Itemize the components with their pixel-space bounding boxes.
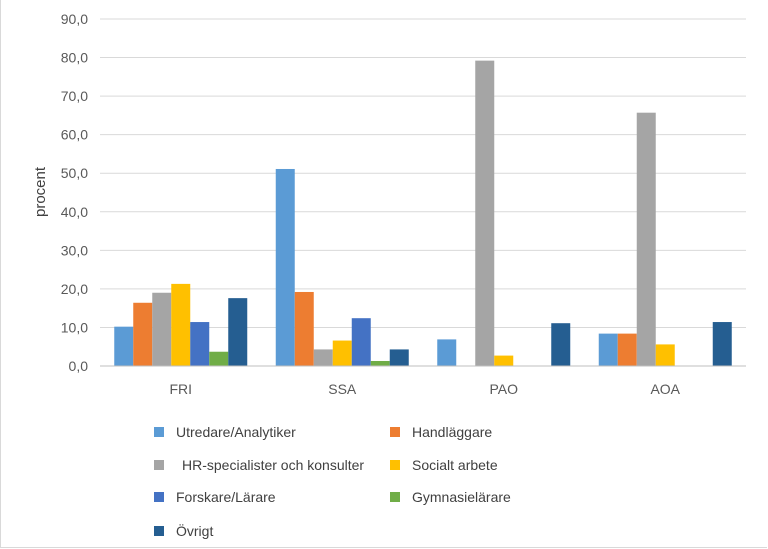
- legend-swatch: [390, 427, 400, 437]
- bar: [494, 355, 514, 366]
- legend-label: HR-specialister och konsulter: [182, 457, 364, 473]
- y-tick-label: 90,0: [61, 11, 88, 27]
- y-axis-ticks: 0,0 10,0 20,0 30,0 40,0 50,0 60,0 70,0 80,0 90,0: [61, 11, 88, 374]
- legend-swatch: [154, 427, 164, 437]
- y-tick-label: 70,0: [61, 88, 88, 104]
- bar: [209, 351, 229, 366]
- bar: [389, 349, 409, 366]
- x-tick-label: PAO: [489, 381, 518, 397]
- legend-swatch: [154, 460, 164, 470]
- bar: [437, 339, 457, 366]
- legend-label: Forskare/Lärare: [176, 489, 276, 505]
- bar: [475, 60, 495, 366]
- bar: [370, 360, 390, 366]
- bar: [712, 322, 732, 366]
- legend-label: Utredare/Analytiker: [176, 424, 296, 440]
- bar: [171, 283, 191, 366]
- x-tick-label: FRI: [169, 381, 192, 397]
- bar: [655, 344, 675, 366]
- legend-swatch: [154, 526, 164, 536]
- bar: [332, 340, 352, 366]
- y-tick-label: 50,0: [61, 165, 88, 181]
- bar: [598, 333, 618, 366]
- y-tick-label: 10,0: [61, 319, 88, 335]
- legend-label: Handläggare: [412, 424, 492, 440]
- y-axis-title: procent: [32, 166, 49, 217]
- x-axis-ticks: FRI SSA PAO AOA: [169, 381, 680, 397]
- y-tick-label: 30,0: [61, 242, 88, 258]
- legend-label: Övrigt: [176, 522, 213, 539]
- y-tick-label: 80,0: [61, 50, 88, 66]
- bar: [133, 302, 153, 366]
- y-tick-label: 0,0: [69, 358, 89, 374]
- bar: [351, 318, 371, 366]
- y-tick-label: 60,0: [61, 127, 88, 143]
- legend-swatch: [390, 460, 400, 470]
- legend-label: Socialt arbete: [412, 457, 498, 473]
- bar: [294, 291, 314, 366]
- bar: [551, 323, 571, 366]
- legend: Utredare/Analytiker Handläggare HR-special…: [154, 424, 511, 539]
- bar: [313, 349, 333, 366]
- legend-swatch: [390, 492, 400, 502]
- bar: [228, 298, 248, 366]
- bar: [275, 168, 295, 366]
- bar: [190, 322, 210, 366]
- legend-label: Gymnasielärare: [412, 489, 511, 505]
- bar: [152, 292, 172, 366]
- x-tick-label: SSA: [328, 381, 357, 397]
- x-tick-label: AOA: [650, 381, 680, 397]
- y-tick-label: 40,0: [61, 204, 88, 220]
- bar: [114, 326, 134, 366]
- bars: [114, 60, 732, 366]
- legend-swatch: [154, 492, 164, 502]
- y-tick-label: 20,0: [61, 281, 88, 297]
- bar: [636, 112, 656, 366]
- bar: [617, 333, 637, 366]
